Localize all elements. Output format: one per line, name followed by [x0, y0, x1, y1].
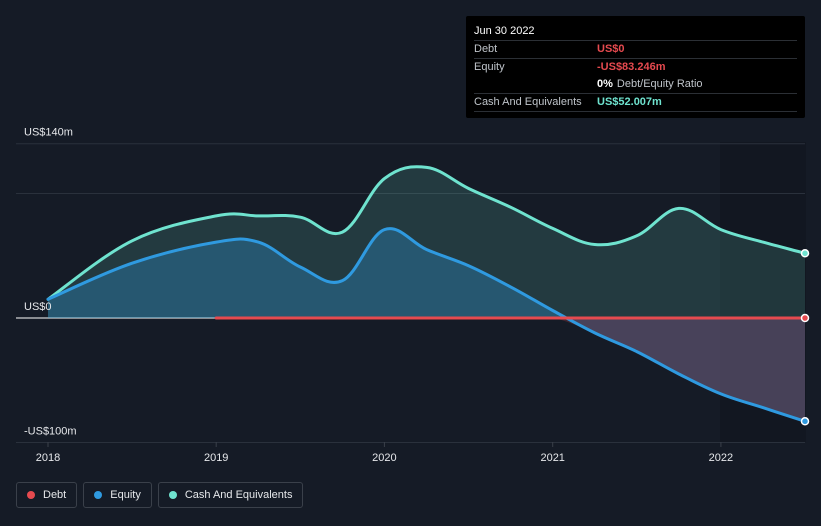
y-tick-label: US$140m	[24, 127, 73, 139]
legend: Debt Equity Cash And Equivalents	[16, 482, 304, 508]
end-marker-equity[interactable]	[800, 417, 810, 426]
tooltip-ratio-label: Debt/Equity Ratio	[616, 78, 703, 90]
x-axis-labels: 2018 2019 2020 2021 2022	[36, 442, 733, 464]
y-tick-label: US$0	[24, 301, 52, 313]
end-marker-cash-and-equivalents[interactable]	[800, 249, 810, 258]
area-negative-equity	[48, 316, 805, 422]
legend-label-debt: Debt	[43, 489, 67, 501]
x-tick-label: 2020	[372, 452, 396, 464]
series-lines	[46, 165, 807, 423]
x-tick-label: 2021	[540, 452, 564, 464]
area-equity	[48, 228, 805, 422]
x-tick-label: 2022	[709, 452, 733, 464]
tooltip-row-debt: Debt US$0	[474, 40, 797, 58]
end-marker-debt[interactable]	[800, 313, 810, 323]
tooltip-ratio-value: 0%	[597, 78, 613, 90]
tooltip-row-cash: Cash And Equivalents US$52.007m	[474, 93, 797, 111]
tooltip-row-equity: Equity -US$83.246m	[474, 58, 797, 76]
tooltip-debt-value: US$0	[597, 43, 625, 55]
tooltip-panel: Jun 30 2022 Debt US$0 Equity -US$83.246m…	[466, 16, 805, 118]
end-markers	[800, 249, 810, 426]
series-line-equity	[46, 227, 807, 423]
debt-dot-icon	[27, 491, 35, 499]
x-tick-label: 2018	[36, 452, 60, 464]
tooltip-cash-value: US$52.007m	[597, 96, 662, 108]
area-fills	[48, 166, 805, 422]
tooltip-equity-label: Equity	[474, 61, 505, 73]
tooltip-equity-value: -US$83.246m	[597, 61, 666, 73]
series-line-cash-and-equivalents	[46, 165, 807, 301]
tooltip-debt-label: Debt	[474, 43, 498, 55]
legend-item-cash[interactable]: Cash And Equivalents	[157, 482, 304, 508]
legend-label-cash: Cash And Equivalents	[184, 489, 293, 501]
legend-label-equity: Equity	[110, 489, 141, 501]
cash-dot-icon	[168, 491, 177, 499]
area-cash-and-equivalents	[48, 166, 805, 318]
tooltip-cash-label: Cash And Equivalents	[474, 96, 582, 108]
x-tick-label: 2019	[204, 452, 228, 464]
y-axis-labels: US$140m US$0 -US$100m	[24, 127, 77, 438]
equity-dot-icon	[94, 491, 103, 499]
y-tick-label: -US$100m	[24, 426, 77, 438]
tooltip-date: Jun 30 2022	[474, 25, 535, 37]
legend-item-equity[interactable]: Equity	[83, 482, 152, 508]
future-shade	[720, 142, 806, 442]
tooltip-row-ratio: 0% Debt/Equity Ratio	[474, 76, 797, 93]
legend-item-debt[interactable]: Debt	[16, 482, 78, 508]
